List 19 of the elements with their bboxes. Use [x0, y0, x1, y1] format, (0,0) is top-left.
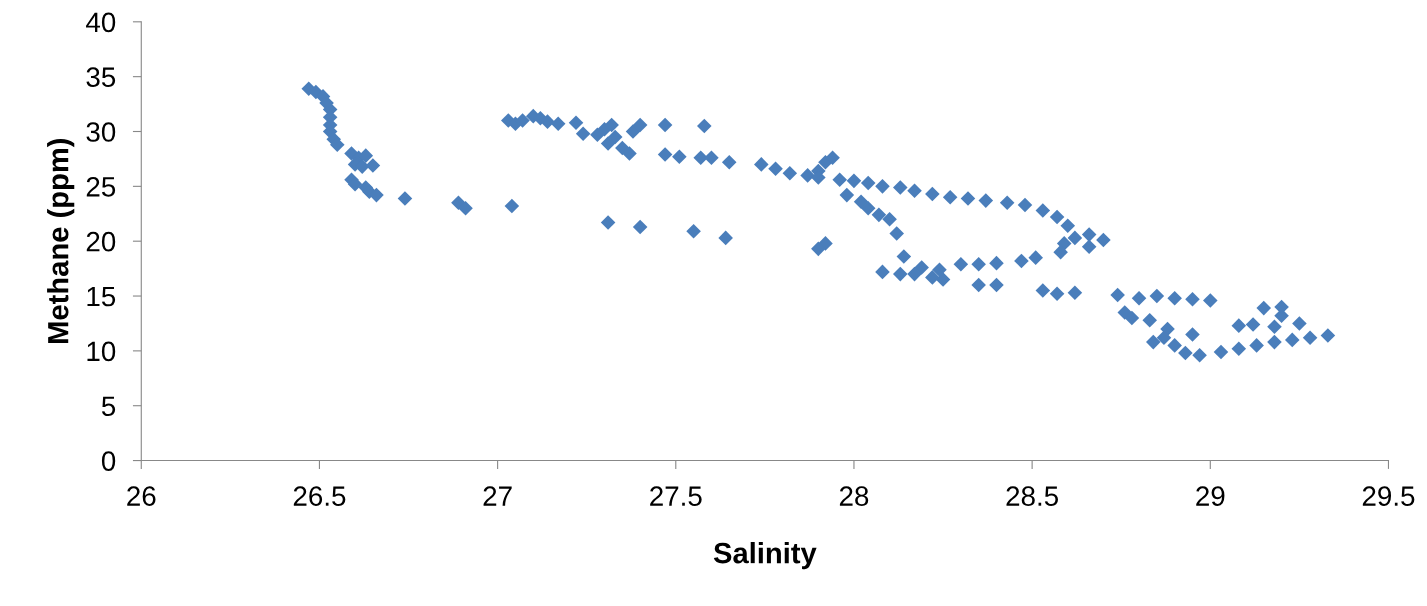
y-tick-label: 30	[86, 122, 116, 142]
y-tick-label: 10	[87, 341, 116, 362]
x-tick-label: 27	[483, 486, 512, 506]
x-tick-label: 28	[839, 486, 869, 506]
y-axis-title: Methane (ppm)	[47, 138, 75, 343]
y-tick-label: 35	[86, 67, 116, 87]
x-tick-label: 27.5	[650, 486, 702, 506]
y-tick-label: 20	[86, 231, 116, 252]
x-tick-label: 28.5	[1006, 486, 1058, 506]
x-axis-title: Salinity	[713, 542, 817, 570]
y-tick-label: 25	[86, 177, 116, 197]
x-tick-label: 29.5	[1362, 486, 1415, 506]
y-tick-label: 40	[86, 12, 116, 33]
x-tick-label: 26.5	[293, 486, 346, 506]
x-tick-label: 29	[1196, 486, 1225, 506]
y-tick-label: 0	[101, 451, 116, 471]
y-tick-label: 15	[87, 286, 116, 307]
y-tick-label: 5	[101, 396, 116, 417]
x-tick-label: 26	[127, 486, 156, 506]
